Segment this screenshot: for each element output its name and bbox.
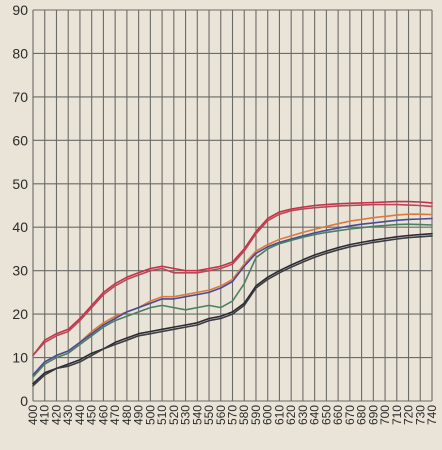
- x-tick-label: 400: [26, 405, 40, 425]
- series-line-1: [32, 200, 433, 357]
- y-tick-label: 0: [20, 393, 28, 409]
- x-tick-label: 610: [272, 405, 286, 425]
- x-tick-label: 580: [237, 405, 251, 425]
- x-tick-label: 700: [378, 405, 392, 425]
- x-tick-label: 440: [73, 405, 87, 425]
- series-line-2: [32, 203, 433, 357]
- x-tick-label: 690: [366, 405, 380, 425]
- x-tick-label: 730: [413, 405, 427, 425]
- x-tick-label: 530: [179, 405, 193, 425]
- y-tick-label: 60: [12, 132, 28, 148]
- series-line-4: [32, 217, 433, 376]
- x-tick-label: 450: [85, 405, 99, 425]
- x-tick-label: 460: [96, 405, 110, 425]
- y-tick-label: 90: [12, 2, 28, 18]
- y-tick-label: 40: [12, 219, 28, 235]
- x-tick-label: 720: [402, 405, 416, 425]
- x-tick-label: 740: [425, 405, 439, 425]
- series-lines: [32, 200, 433, 387]
- x-tick-label: 560: [214, 405, 228, 425]
- x-tick-label: 590: [249, 405, 263, 425]
- y-tick-label: 70: [12, 89, 28, 105]
- x-tick-label: 670: [343, 405, 357, 425]
- x-tick-label: 430: [61, 405, 75, 425]
- x-tick-label: 490: [132, 405, 146, 425]
- x-tick-label: 500: [143, 405, 157, 425]
- y-tick-label: 80: [12, 45, 28, 61]
- series-line-3: [32, 213, 433, 376]
- x-tick-label: 570: [226, 405, 240, 425]
- x-tick-label: 510: [155, 405, 169, 425]
- x-tick-label: 550: [202, 405, 216, 425]
- series-line-7: [32, 235, 433, 387]
- x-tick-label: 600: [261, 405, 275, 425]
- x-tick-label: 620: [284, 405, 298, 425]
- x-tick-label: 420: [49, 405, 63, 425]
- x-tick-label: 680: [355, 405, 369, 425]
- grid: [32, 9, 433, 402]
- series-line-5: [32, 223, 433, 378]
- x-tick-label: 540: [190, 405, 204, 425]
- y-tick-label: 30: [12, 263, 28, 279]
- x-tick-label: 650: [319, 405, 333, 425]
- x-tick-label: 520: [167, 405, 181, 425]
- y-tick-label: 10: [12, 350, 28, 366]
- x-tick-label: 660: [331, 405, 345, 425]
- x-tick-label: 630: [296, 405, 310, 425]
- x-tick-label: 640: [308, 405, 322, 425]
- y-tick-label: 50: [12, 176, 28, 192]
- x-tick-labels: 4004104204304404504604704804905005105205…: [26, 405, 439, 425]
- y-tick-labels: 0 10 20 30 40 50 60 70 80 90: [12, 2, 28, 409]
- x-tick-label: 410: [38, 405, 52, 425]
- x-tick-label: 470: [108, 405, 122, 425]
- y-tick-label: 20: [12, 306, 28, 322]
- x-tick-label: 480: [120, 405, 134, 425]
- x-tick-label: 710: [390, 405, 404, 425]
